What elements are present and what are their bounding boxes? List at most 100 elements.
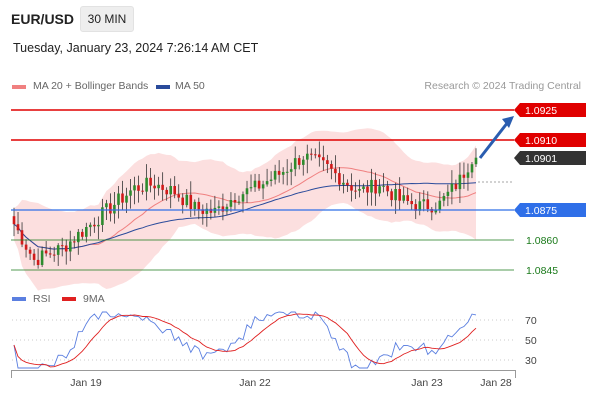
candle [430, 206, 434, 221]
candle [169, 178, 172, 209]
candle [454, 179, 458, 192]
candle-body [422, 199, 426, 202]
forecast-arrow-group [478, 116, 514, 159]
candle [358, 179, 361, 198]
candle [285, 159, 289, 186]
candle [173, 176, 176, 199]
candle [426, 191, 430, 213]
candle [398, 177, 401, 211]
candle-body [32, 253, 36, 260]
rsi-ma-line [13, 313, 477, 368]
forecast-arrow-shaft [478, 121, 510, 159]
rsi-line [13, 311, 477, 369]
candle-body [253, 180, 257, 188]
candle-body [233, 200, 237, 203]
candle [165, 187, 168, 201]
candle-body [133, 185, 136, 191]
candle [161, 172, 164, 201]
candle-body [105, 203, 108, 208]
price-levels: 1.0925 1.0910 1.0875 1.0860 1.0845 1.0901 [11, 103, 586, 277]
candle [44, 241, 48, 257]
candle [338, 167, 341, 191]
candle [52, 246, 56, 262]
candle [56, 243, 60, 266]
candle-body [386, 185, 389, 192]
candle-body [177, 194, 180, 198]
candle [394, 182, 397, 214]
candle [354, 182, 357, 200]
candle [261, 180, 265, 200]
candle [289, 162, 293, 186]
candle [406, 187, 409, 205]
candle [442, 192, 446, 207]
candle-body [113, 204, 116, 214]
candle-body [374, 179, 377, 194]
candle-body [454, 183, 458, 190]
candle [326, 154, 329, 174]
candle [141, 183, 144, 195]
symbol-title: EUR/USD [11, 11, 75, 27]
candle [189, 181, 193, 218]
candle-body [173, 186, 176, 195]
candle [12, 207, 16, 237]
candle-body [466, 172, 470, 178]
candle-body [157, 184, 160, 189]
level-label: 1.0860 [526, 235, 558, 247]
candle [197, 197, 201, 220]
candle-body [93, 224, 96, 227]
candle-body [414, 204, 417, 211]
candle-body [209, 208, 213, 213]
candle [77, 228, 80, 255]
candle [302, 156, 305, 176]
candle-body [205, 208, 209, 214]
candle-body [117, 193, 120, 205]
candle [306, 144, 309, 174]
candle-body [64, 245, 68, 252]
candle-body [293, 158, 297, 170]
rsi-legend-label-9MA: 9MA [83, 293, 105, 305]
candle [253, 173, 257, 192]
candle-body [338, 173, 341, 185]
candle [149, 168, 152, 193]
candle-body [40, 250, 44, 265]
candle-body [137, 185, 140, 191]
candle [145, 164, 148, 201]
candle [85, 222, 88, 243]
candle [137, 175, 140, 203]
candle-body [458, 174, 462, 190]
candle-body [48, 253, 52, 255]
candle [265, 168, 269, 187]
timeframe-badge[interactable]: 30 MIN [80, 6, 134, 32]
candle [117, 186, 120, 219]
candle [293, 146, 297, 177]
candle-body [77, 231, 80, 243]
candle-body [281, 172, 285, 175]
candle-body [237, 201, 241, 203]
level-label: 1.0845 [526, 265, 558, 277]
candle-body [153, 185, 156, 189]
candle [466, 163, 470, 191]
candle [281, 167, 285, 185]
legend-item-ma20: MA 20 + Bollinger Bands [12, 80, 148, 92]
rsi-legend-label-RSI: RSI [33, 293, 51, 305]
candle [237, 195, 241, 205]
candle-body [257, 180, 261, 189]
candle [221, 193, 225, 221]
candle [121, 180, 124, 210]
candle-body [426, 199, 430, 209]
candle [233, 193, 237, 211]
candle-body [52, 254, 56, 256]
level-tag-1.0910: 1.0910 [514, 133, 586, 147]
candle-body [297, 158, 301, 165]
candle-body [141, 190, 144, 192]
legend-swatch-ma20 [12, 85, 26, 89]
candle-body [314, 154, 317, 156]
candle-body [145, 177, 148, 192]
candle-body [318, 154, 321, 158]
candle [36, 248, 40, 269]
candle [322, 145, 325, 171]
candle-body [36, 259, 40, 265]
candle-body [109, 203, 112, 214]
candle [269, 171, 273, 187]
legend-label-ma50: MA 50 [175, 80, 205, 92]
